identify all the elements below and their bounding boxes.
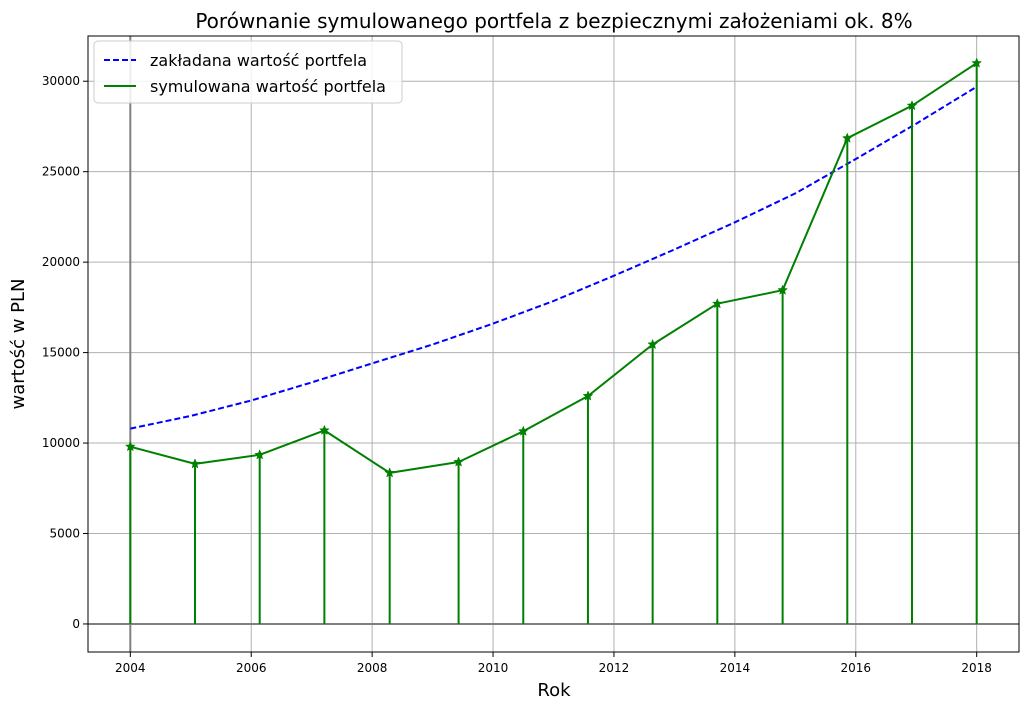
y-tick-label: 0 (72, 617, 80, 631)
simulated-value-line (130, 62, 978, 474)
x-tick-label: 2012 (599, 661, 630, 675)
y-axis-label: wartość w PLN (8, 278, 29, 409)
x-tick-label: 2018 (961, 661, 992, 675)
x-tick-label: 2016 (840, 661, 871, 675)
legend-label-simulated: symulowana wartość portfela (150, 77, 386, 96)
star-marker (582, 390, 594, 401)
x-tick-label: 2008 (357, 661, 388, 675)
star-marker (254, 449, 266, 460)
legend: zakładana wartość portfela symulowana wa… (93, 40, 403, 104)
y-tick-label: 5000 (49, 527, 80, 541)
y-tick-label: 20000 (42, 255, 80, 269)
expected-value-line (130, 85, 978, 430)
star-marker (647, 338, 659, 350)
star-marker (906, 100, 918, 111)
y-tick-label: 10000 (42, 436, 80, 450)
x-axis-label: Rok (537, 680, 571, 701)
plot-frame (87, 35, 1020, 653)
y-tick-label: 25000 (42, 165, 80, 179)
plot-area: 2004 2006 2008 2010 2012 2014 2016 2018 0 5000 100… (42, 35, 1020, 675)
star-marker (971, 57, 983, 68)
star-marker (453, 456, 464, 467)
y-tick-label: 15000 (42, 346, 80, 360)
chart-title: Porównanie symulowanego portfela z bezpi… (195, 9, 912, 33)
x-tick-label: 2010 (478, 661, 509, 675)
star-marker (384, 467, 396, 478)
x-tick-label: 2004 (115, 661, 146, 675)
star-marker (189, 458, 201, 469)
legend-box (93, 40, 403, 104)
star-marker (711, 298, 723, 309)
star-marker (841, 132, 853, 143)
star-marker (318, 424, 330, 435)
star-marker (124, 441, 136, 452)
x-tick-label: 2014 (720, 661, 751, 675)
star-marker (777, 284, 789, 295)
x-tick-label: 2006 (236, 661, 267, 675)
legend-label-expected: zakładana wartość portfela (150, 51, 367, 70)
y-tick-label: 30000 (42, 74, 80, 88)
star-marker (517, 425, 529, 436)
